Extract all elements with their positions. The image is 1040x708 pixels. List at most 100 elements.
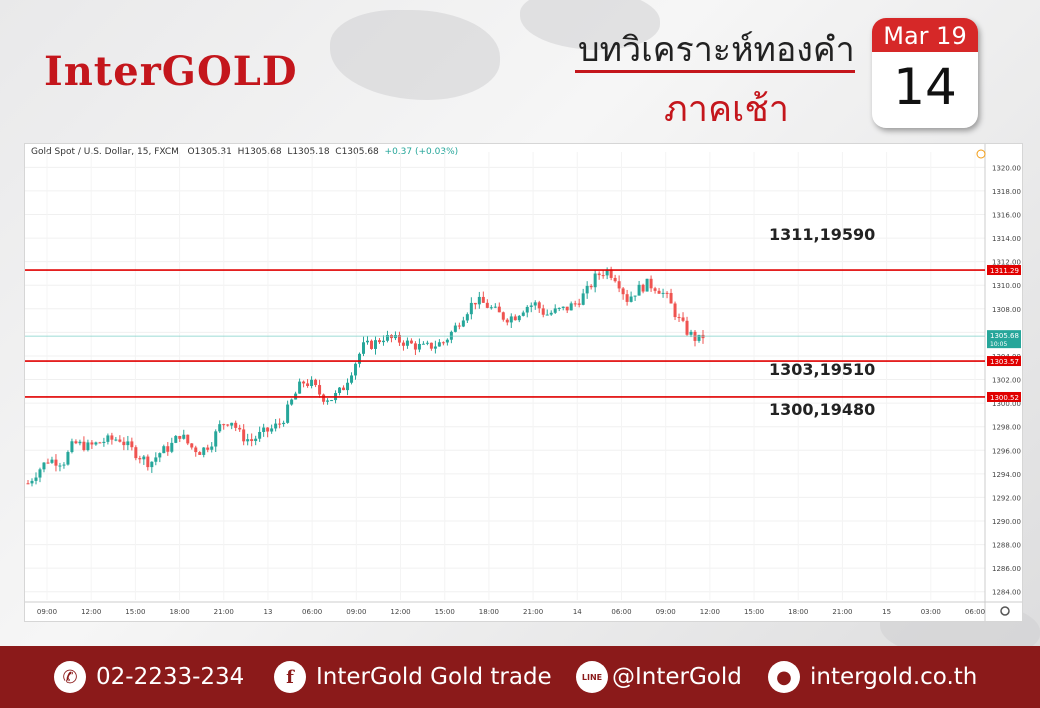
x-tick-label: 21:00: [523, 608, 543, 616]
candle-body: [182, 434, 186, 439]
candle-body: [453, 325, 457, 332]
x-tick-label: 06:00: [965, 608, 985, 616]
candle-body: [429, 342, 433, 349]
page-subtitle: ภาคเช้า: [664, 89, 789, 130]
candle-body: [597, 273, 601, 276]
candle-body: [66, 452, 70, 465]
candle-body: [637, 284, 641, 296]
footer-phone[interactable]: ✆ 02-2233-234: [54, 661, 244, 693]
candle-body: [549, 312, 553, 315]
candle-body: [457, 325, 461, 327]
candle-body: [401, 342, 405, 346]
candle-body: [673, 303, 677, 318]
candle-body: [338, 387, 342, 394]
candle-body: [342, 387, 346, 391]
candle-body: [489, 307, 493, 309]
symbol-label[interactable]: Gold Spot / U.S. Dollar, 15, FXCM: [31, 147, 179, 157]
y-tick-label: 1308.00: [992, 306, 1021, 314]
candle-body: [110, 435, 114, 440]
footer-facebook[interactable]: f InterGold Gold trade: [274, 661, 552, 693]
candle-body: [605, 269, 609, 276]
candle-body: [601, 275, 605, 277]
bar-countdown: 10:05: [990, 341, 1007, 348]
candle-body: [194, 447, 198, 453]
candle-body: [477, 296, 481, 305]
candle-body: [106, 435, 110, 442]
candle-body: [509, 316, 513, 323]
y-tick-label: 1312.00: [992, 259, 1021, 267]
candle-body: [318, 385, 322, 395]
candle-body: [302, 381, 306, 384]
y-tick-label: 1314.00: [992, 235, 1021, 243]
candle-body: [282, 422, 286, 425]
x-tick-label: 13: [263, 608, 272, 616]
candle-body: [258, 431, 262, 439]
candle-body: [62, 464, 66, 466]
candle-body: [585, 285, 589, 294]
x-tick-label: 18:00: [169, 608, 189, 616]
candle-body: [198, 452, 202, 455]
candle-body: [513, 316, 517, 321]
phone-text: 02-2233-234: [96, 664, 245, 690]
candle-body: [577, 303, 581, 305]
settings-icon[interactable]: [1000, 606, 1010, 616]
website-text: intergold.co.th: [810, 664, 978, 690]
candle-body: [46, 462, 50, 464]
candle-body: [190, 443, 194, 448]
change-value: +0.37 (+0.03%): [384, 147, 459, 157]
level-price-tag: [987, 356, 1021, 367]
price-chart[interactable]: Gold Spot / U.S. Dollar, 15, FXCM O1305.…: [24, 143, 1023, 622]
x-tick-label: 12:00: [81, 608, 101, 616]
candle-body: [529, 305, 533, 307]
candle-body: [665, 292, 669, 294]
candle-body: [134, 447, 138, 459]
candle-body: [397, 335, 401, 343]
candle-body: [609, 269, 613, 278]
x-tick-label: 14: [573, 608, 582, 616]
candle-body: [645, 278, 649, 292]
candle-body: [74, 441, 78, 444]
y-tick-label: 1290.00: [992, 518, 1021, 526]
close-value: C1305.68: [335, 147, 379, 157]
candle-body: [102, 441, 106, 444]
y-tick-label: 1318.00: [992, 188, 1021, 196]
y-tick-label: 1316.00: [992, 211, 1021, 219]
candle-body: [262, 427, 266, 432]
candle-body: [70, 441, 74, 453]
y-tick-label: 1300.00: [992, 400, 1021, 408]
y-tick-label: 1294.00: [992, 471, 1021, 479]
candle-body: [158, 453, 162, 458]
footer-website[interactable]: ● intergold.co.th: [768, 661, 977, 693]
candle-body: [82, 441, 86, 451]
candle-body: [206, 447, 210, 450]
candle-body: [234, 422, 238, 428]
candle-body: [278, 423, 282, 425]
candle-body: [162, 446, 166, 454]
candle-body: [589, 285, 593, 288]
candle-body: [469, 302, 473, 315]
high-value: H1305.68: [237, 147, 282, 157]
candle-body: [210, 446, 214, 450]
low-value: L1305.18: [287, 147, 330, 157]
footer-line[interactable]: LINE @InterGold: [576, 661, 742, 693]
candle-body: [417, 343, 421, 350]
line-text: @InterGold: [612, 664, 742, 690]
candle-body: [505, 319, 509, 323]
x-tick-label: 21:00: [832, 608, 852, 616]
y-tick-label: 1320.00: [992, 164, 1021, 172]
candle-body: [242, 429, 246, 442]
level-price-value: 1311.29: [990, 267, 1019, 275]
x-tick-label: 06:00: [302, 608, 322, 616]
candle-body: [641, 284, 645, 292]
candle-body: [246, 439, 250, 442]
candle-body: [557, 307, 561, 309]
candle-body: [565, 306, 569, 311]
x-tick-label: 15:00: [435, 608, 455, 616]
candle-body: [573, 303, 577, 305]
candle-body: [649, 278, 653, 289]
candle-body: [274, 423, 278, 429]
candle-body: [581, 293, 585, 305]
chart-canvas[interactable]: 1284.00 1286.00 1288.00 1290.00 1292.00 1294.…: [25, 144, 1022, 621]
candle-body: [461, 320, 465, 327]
candle-body: [142, 456, 146, 460]
